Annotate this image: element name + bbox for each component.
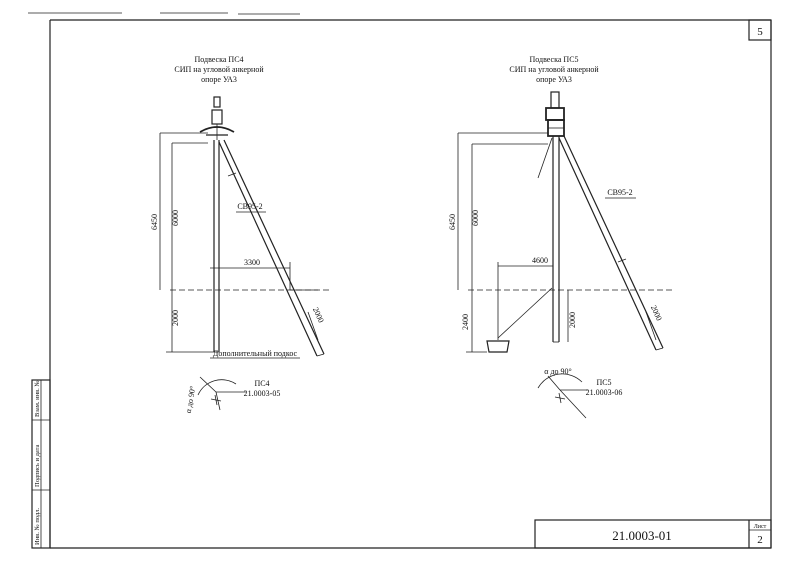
ps4-dim-above: 6000 [171,210,180,226]
ps5-pole [552,136,560,343]
top-scan-marks [28,12,300,15]
doc-code: 21.0003-01 [612,528,672,543]
ps4-top-fitting [199,96,235,140]
sheet-label: Лист [754,524,767,530]
ps5-diagram: Подвеска ПС5 СИП на угловой анкерной опо… [448,55,672,419]
side-stamp: Инв. № подл. Подпись и дата Взам. инв. № [31,379,51,549]
ps4-plan-view [197,376,246,411]
ps5-dim-offset: 4600 [532,256,548,265]
page-number-box: 5 [748,19,772,41]
ps4-dim-below: 2000 [171,310,180,326]
side-stamp-1: Инв. № подл. [34,508,41,545]
ps5-title-line1: Подвеска ПС5 [529,55,578,64]
ps4-dim-total: 6450 [150,214,159,230]
ps4-pole [213,140,220,353]
ps5-plan-code: 21.0003-06 [586,388,623,397]
ps4-strut-label: СВ95-2 [237,202,262,211]
ps5-guy-anchor [486,137,553,353]
ps4-plan-code: 21.0003-05 [244,389,281,398]
side-stamp-3: Взам. инв. № [34,380,41,417]
ps4-strut-below: 2000 [311,306,326,324]
ps5-title-line3: опоре УА3 [536,75,572,84]
sheet-frame [49,19,772,549]
side-stamp-2: Подпись и дата [34,444,41,487]
ps5-angle-label: α до 90° [544,367,571,376]
ps5-plan-view [537,373,588,419]
ps5-strut-below: 2000 [649,304,664,322]
ps5-top-fitting [545,91,565,137]
ps4-dimensions [159,132,319,353]
ps4-dim-offset: 3300 [244,258,260,267]
page-number: 5 [757,26,763,38]
ps5-pole-below: 2000 [568,312,577,328]
ps4-angle-label: α до 90° [184,385,198,414]
ps4-title-line3: опоре УА3 [201,75,237,84]
ps5-dim-below: 2400 [461,314,470,330]
ps5-dimensions [457,132,657,353]
ps5-strut-label: СВ95-2 [607,188,632,197]
ps5-plan-label: ПС5 [596,378,611,387]
ps4-diagram: Подвеска ПС4 СИП на угловой анкерной опо… [150,55,330,414]
sheet-number: 2 [757,534,763,546]
ps4-note: Дополнительный подкос [213,349,298,358]
title-block: 21.0003-01 Лист 2 [534,519,772,549]
ps4-plan-label: ПС4 [254,379,269,388]
ps5-title-line2: СИП на угловой анкерной [509,65,599,74]
ps4-title-line2: СИП на угловой анкерной [174,65,264,74]
ps5-dim-above: 6000 [471,210,480,226]
ps4-strut [218,139,325,357]
ps5-dim-total: 6450 [448,214,457,230]
ps4-title-line1: Подвеска ПС4 [194,55,243,64]
